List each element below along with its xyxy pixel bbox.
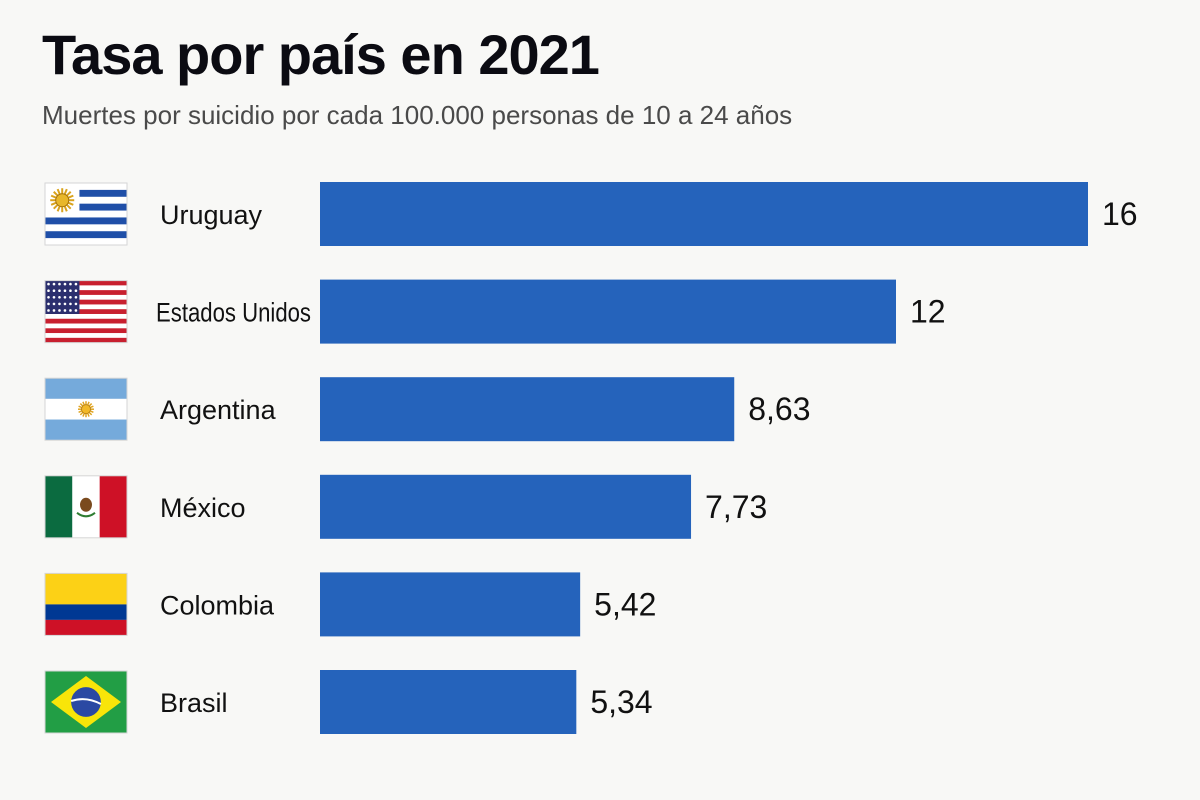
value-label: 16: [1102, 196, 1138, 232]
argentina-flag-icon: [44, 377, 128, 441]
colombia-flag-icon: [44, 572, 128, 636]
country-label: México: [160, 493, 246, 523]
uruguay-flag-icon: [44, 182, 128, 246]
chart-subtitle: Muertes por suicidio por cada 100.000 pe…: [42, 100, 793, 130]
bar: [320, 474, 692, 539]
value-label: 7,73: [705, 489, 767, 525]
chart-title: Tasa por país en 2021: [42, 23, 600, 86]
country-label: Uruguay: [160, 200, 263, 230]
bar: [320, 572, 581, 637]
country-label: Argentina: [160, 395, 277, 425]
mexico-flag-icon: [44, 475, 128, 539]
value-label: 5,34: [590, 684, 652, 720]
value-label: 8,63: [748, 391, 810, 427]
value-label: 5,42: [594, 586, 656, 622]
value-label: 12: [910, 294, 946, 330]
bar: [320, 279, 896, 344]
brazil-flag-icon: [44, 670, 128, 734]
bar: [320, 182, 1088, 246]
country-label: Estados Unidos: [156, 298, 311, 328]
bar: [320, 377, 735, 442]
country-label: Colombia: [160, 590, 275, 620]
country-label: Brasil: [160, 688, 228, 718]
usa-flag-icon: [44, 280, 128, 344]
bar: [320, 670, 577, 734]
